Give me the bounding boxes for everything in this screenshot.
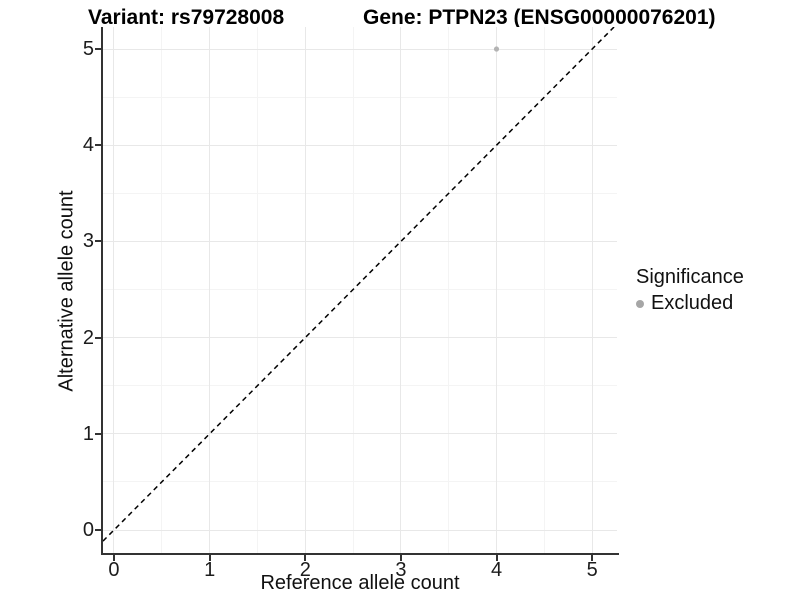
gridline-major-horizontal [103,144,617,146]
x-axis-title: Reference allele count [260,572,460,594]
variant-title: Variant: rs79728008 [88,6,285,29]
x-tick-label: 4 [490,559,503,581]
y-tick-label: 1 [82,422,94,445]
gridline-major-vertical [400,27,402,553]
x-tick-mark [399,555,402,561]
gridline-major-vertical [591,27,593,553]
gridline-major-horizontal [103,337,617,339]
data-point [493,46,500,52]
gridline-major-horizontal [103,529,617,531]
x-tick-label: 2 [299,559,311,581]
gridline-major-horizontal [103,433,617,435]
gridline-major-horizontal [103,48,617,50]
x-tick-label: 0 [108,559,120,581]
y-tick-mark [95,529,101,531]
y-tick-mark [95,432,101,435]
y-tick-mark [95,144,101,147]
y-tick-label: 3 [82,230,94,253]
legend-title: Significance [636,266,744,288]
gene-title: Gene: PTPN23 (ENSG00000076201) [363,6,716,29]
legend-item-excluded: Excluded [636,292,800,315]
x-tick-mark [304,555,307,561]
x-axis-line [101,553,619,555]
gridline-major-vertical [209,27,211,553]
y-axis-title: Alternative allele count [55,190,78,392]
gridline-major-vertical [496,27,497,553]
plot-panel [103,27,617,553]
y-tick-label: 2 [82,326,94,349]
y-axis-line [101,27,103,555]
x-tick-mark [112,555,115,561]
legend: Significance Excluded [636,266,800,315]
identity-dashed-line [103,27,615,542]
x-tick-mark [591,555,594,561]
y-tick-label: 4 [82,134,94,157]
x-tick-mark [208,555,211,561]
gridline-minor-horizontal [103,192,617,194]
gridline-minor-horizontal [103,385,617,387]
x-tick-label: 3 [395,559,407,581]
excluded-point-icon [636,299,644,308]
panel-overlay [103,27,615,542]
x-tick-label: 1 [204,559,216,581]
gridline-minor-horizontal [103,289,617,291]
y-tick-mark [95,240,101,243]
y-tick-label: 0 [82,519,94,541]
x-tick-label: 5 [586,559,598,581]
y-tick-label: 5 [82,38,94,61]
gridline-minor-horizontal [103,481,617,483]
gridline-minor-horizontal [103,96,617,98]
legend-item-label: Excluded [651,292,734,314]
gridline-major-vertical [304,27,306,553]
gridline-major-vertical [113,27,115,553]
y-tick-mark [95,336,101,339]
x-tick-mark [495,555,498,561]
gridline-major-horizontal [103,240,617,242]
y-tick-mark [95,48,101,51]
